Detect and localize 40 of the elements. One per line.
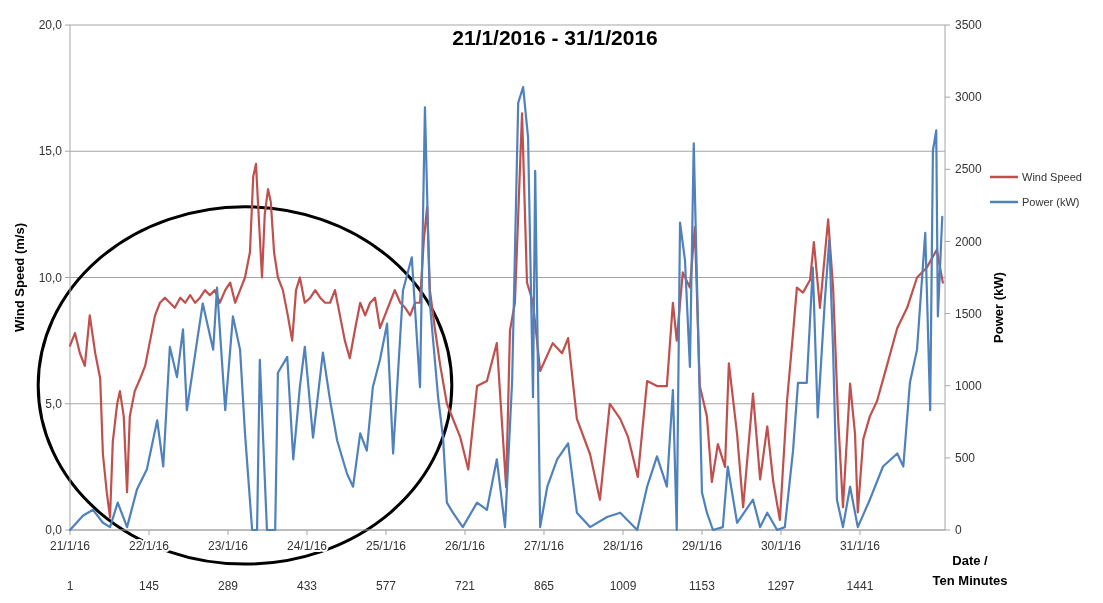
x-tick-label: 1153 (689, 579, 716, 593)
y2-tick-label: 1000 (955, 378, 983, 393)
y-axis-title: Wind Speed (m/s) (12, 223, 27, 332)
x-tick-label: 721 (454, 579, 476, 593)
x-tick-label: 1 (66, 579, 74, 593)
x-tick-label: 289 (217, 579, 239, 593)
x-tick-label: 1009 (609, 579, 637, 593)
x-tick-label: 865 (533, 579, 555, 593)
y2-tick-label: 3000 (955, 90, 983, 105)
x2-tick-label: 30/1/16 (760, 539, 802, 553)
x-axis-title: Date / Ten Minutes (932, 553, 1008, 588)
y-tick-label: 10,0 (38, 270, 63, 285)
x-tick-label: 433 (296, 579, 318, 593)
x-tick-label: 1441 (846, 579, 874, 593)
x2-tick-label: 31/1/16 (839, 539, 881, 553)
x2-tick-label: 27/1/16 (523, 539, 565, 553)
x2-tick-label: 25/1/16 (365, 539, 407, 553)
y-tick-label: 0,0 (45, 523, 63, 538)
y-tick-label: 5,0 (45, 396, 63, 411)
x2-tick-label: 21/1/16 (49, 539, 91, 553)
y-tick-label: 15,0 (38, 144, 63, 159)
y2-axis-title: Power (kW) (991, 272, 1006, 343)
y2-tick-label: 500 (955, 451, 976, 466)
x2-tick-label: 24/1/16 (286, 539, 328, 553)
legend-label: Power (kW) (1022, 195, 1080, 208)
y2-tick-label: 0 (955, 523, 962, 538)
y2-tick-label: 2500 (955, 162, 983, 177)
x-tick-label: 577 (375, 579, 397, 593)
y2-tick-label: 2000 (955, 234, 983, 249)
x-tick-label: 145 (138, 579, 160, 593)
y2-tick-label: 1500 (955, 306, 983, 321)
x2-tick-label: 29/1/16 (681, 539, 723, 553)
x2-tick-label: 23/1/16 (207, 539, 249, 553)
x2-tick-label: 28/1/16 (602, 539, 644, 553)
x2-tick-label: 26/1/16 (444, 539, 486, 553)
x-tick-label: 1297 (767, 579, 795, 593)
y2-tick-label: 3500 (955, 18, 983, 33)
legend-label: Wind Speed (1022, 170, 1082, 183)
y-tick-label: 20,0 (38, 18, 63, 33)
chart-title: 21/1/2016 - 31/1/2016 (452, 26, 658, 49)
